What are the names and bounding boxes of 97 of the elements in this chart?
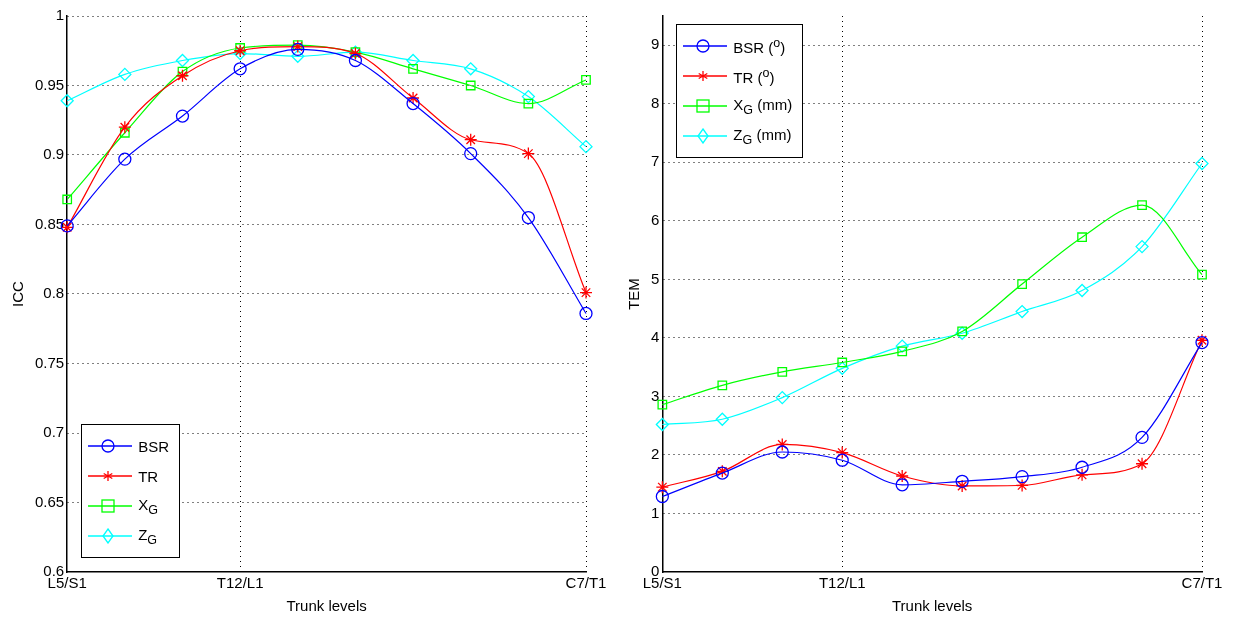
y-tick-label: 0.7 xyxy=(43,423,65,441)
y-tick-label: 5 xyxy=(651,269,660,287)
point xyxy=(715,412,729,426)
point xyxy=(895,339,909,353)
y-tick-label: 3 xyxy=(651,386,660,404)
x-tick-label: T12/L1 xyxy=(216,574,264,592)
point xyxy=(177,66,188,77)
point xyxy=(777,366,788,377)
legend-label: X$_{G}$ (mm) xyxy=(733,95,793,117)
point xyxy=(1135,430,1149,445)
y-tick-label: 0.65 xyxy=(34,492,65,510)
point xyxy=(579,306,593,321)
point xyxy=(955,474,969,488)
point xyxy=(464,133,478,147)
point xyxy=(1137,200,1147,210)
point xyxy=(406,96,420,111)
point xyxy=(348,53,363,68)
point xyxy=(1077,232,1087,243)
point xyxy=(895,478,909,492)
point xyxy=(465,80,476,91)
point xyxy=(291,49,305,63)
point xyxy=(406,91,420,105)
y-axis-title: TEM xyxy=(625,278,643,310)
point xyxy=(579,140,593,154)
point xyxy=(521,210,536,225)
point xyxy=(895,469,909,483)
point xyxy=(118,120,132,134)
point xyxy=(717,380,728,391)
point xyxy=(775,437,789,452)
point xyxy=(521,146,536,161)
point xyxy=(1197,269,1207,280)
legend-label: Z$_{G}$ xyxy=(138,525,158,547)
point xyxy=(1015,469,1029,484)
point xyxy=(464,62,478,76)
y-tick-label: 1 xyxy=(55,6,65,24)
point xyxy=(464,146,478,161)
y-tick-label: 0.8 xyxy=(43,284,65,302)
x-tick-label: C7/T1 xyxy=(565,574,607,592)
legend-label: BSR ($^{o}$) xyxy=(733,36,786,56)
point xyxy=(408,63,418,74)
point xyxy=(1015,304,1029,319)
y-tick-label: 8 xyxy=(651,93,660,111)
point xyxy=(775,445,789,459)
y-tick-label: 9 xyxy=(651,35,660,53)
y-tick-label: 0.75 xyxy=(34,353,65,371)
point xyxy=(897,346,908,357)
point xyxy=(657,399,668,410)
y-tick-label: 7 xyxy=(651,152,660,170)
y-tick-label: 0.95 xyxy=(34,75,65,93)
point xyxy=(1195,156,1209,171)
point xyxy=(955,479,969,493)
y-tick-label: 0.85 xyxy=(34,214,65,232)
point xyxy=(835,445,849,460)
point xyxy=(1135,239,1149,254)
point xyxy=(655,489,669,504)
x-tick-label: C7/T1 xyxy=(1181,574,1223,592)
point xyxy=(119,127,130,138)
point xyxy=(1017,279,1028,289)
point xyxy=(175,69,190,83)
y-axis-title: ICC xyxy=(9,280,27,307)
y-tick-label: 4 xyxy=(651,328,660,346)
point xyxy=(62,194,73,205)
point xyxy=(579,285,593,300)
point xyxy=(835,453,849,467)
point xyxy=(835,361,849,375)
point xyxy=(1135,457,1149,471)
y-tick-label: 6 xyxy=(651,210,660,228)
point xyxy=(655,480,669,494)
y-tick-label: 0.9 xyxy=(43,145,65,163)
point xyxy=(1015,478,1029,493)
point xyxy=(581,75,591,85)
point xyxy=(521,89,536,104)
legend-label: Z$_{G}$ (mm) xyxy=(733,125,792,147)
x-axis-title: Trunk levels xyxy=(892,597,973,615)
point xyxy=(655,417,669,432)
point xyxy=(175,53,190,68)
x-axis-title: Trunk levels xyxy=(286,597,367,615)
legend-label: TR ($^{o}$) xyxy=(733,66,775,86)
point xyxy=(523,98,534,109)
point xyxy=(837,357,848,368)
legend-label: X$_{G}$ xyxy=(138,495,158,517)
point xyxy=(1075,468,1089,482)
point xyxy=(235,43,246,53)
legend-label: BSR xyxy=(138,437,170,455)
point xyxy=(60,94,74,108)
point xyxy=(118,152,132,166)
point xyxy=(406,53,420,68)
legend-label: TR xyxy=(138,467,159,485)
point xyxy=(118,67,132,82)
y-tick-label: 2 xyxy=(651,445,660,463)
point xyxy=(175,109,190,123)
point xyxy=(1075,460,1089,474)
point xyxy=(775,390,789,405)
point xyxy=(1075,283,1089,298)
point xyxy=(233,62,247,76)
y-tick-label: 1 xyxy=(651,503,660,521)
x-tick-label: T12/L1 xyxy=(818,574,866,592)
